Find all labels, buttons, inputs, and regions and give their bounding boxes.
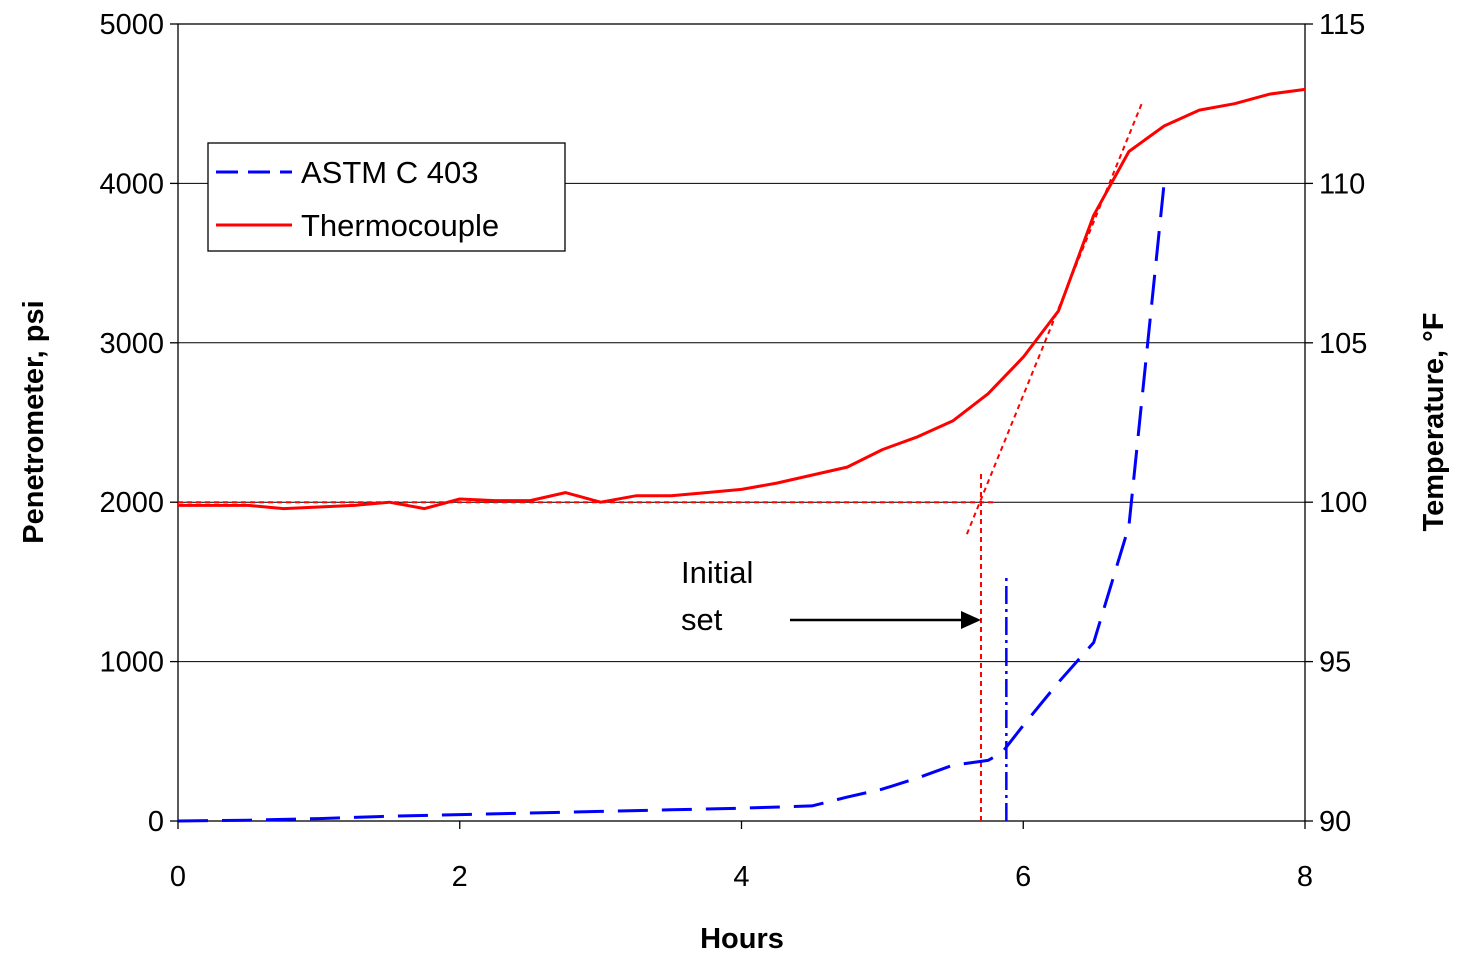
legend: ASTM C 403 Thermocouple — [207, 142, 566, 252]
legend-label-astm: ASTM C 403 — [301, 155, 478, 190]
x-tick-label: 4 — [733, 861, 749, 893]
left-tick-label: 0 — [148, 806, 164, 838]
x-tick-label: 8 — [1297, 861, 1313, 893]
left-tick-label: 2000 — [99, 487, 164, 519]
series-thermocouple-line — [178, 87, 1306, 511]
x-tick-label: 6 — [1015, 861, 1031, 893]
left-tick-label: 1000 — [99, 647, 164, 679]
tick-labels: 0 1000 2000 3000 4000 5000 90 95 100 105 110 115 0 2 4… — [99, 9, 1367, 893]
right-tick-label: 105 — [1319, 328, 1367, 360]
right-axis-title: Temperature, °F — [1418, 313, 1450, 532]
legend-label-thermocouple: Thermocouple — [301, 208, 499, 243]
right-tick-label: 100 — [1319, 487, 1367, 519]
annotation-arrow-head — [960, 611, 981, 629]
annotation-line-1: Initial — [681, 555, 753, 590]
right-tick-label: 95 — [1319, 647, 1351, 679]
initial-set-annotation: Initial set — [681, 555, 981, 637]
left-axis-title: Penetrometer, psi — [18, 300, 50, 543]
legend-box — [207, 142, 566, 252]
series-layer — [177, 87, 1306, 823]
left-tick-label: 4000 — [99, 168, 164, 200]
x-tick-label: 2 — [452, 861, 468, 893]
left-tick-label: 5000 — [99, 9, 164, 41]
right-tick-label: 90 — [1319, 806, 1351, 838]
x-tick-label: 0 — [170, 861, 186, 893]
axis-ticks — [170, 23, 1313, 829]
tangent-reference-line — [965, 100, 1144, 535]
left-tick-label: 3000 — [99, 328, 164, 360]
x-axis-title: Hours — [700, 923, 784, 955]
annotation-line-2: set — [681, 602, 723, 637]
right-tick-label: 115 — [1319, 9, 1365, 41]
right-tick-label: 110 — [1319, 168, 1365, 200]
series-astm-c403-line — [177, 183, 1166, 823]
